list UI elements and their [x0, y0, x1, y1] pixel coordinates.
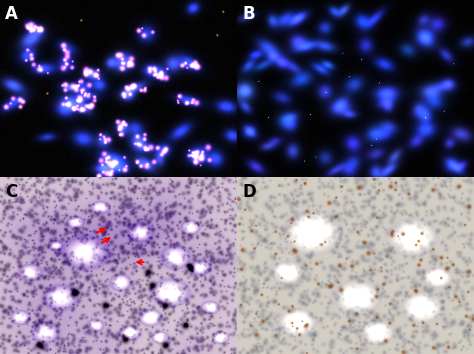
Text: B: B — [242, 5, 255, 23]
Text: C: C — [5, 183, 17, 201]
Text: D: D — [242, 183, 256, 201]
Text: A: A — [5, 5, 18, 23]
